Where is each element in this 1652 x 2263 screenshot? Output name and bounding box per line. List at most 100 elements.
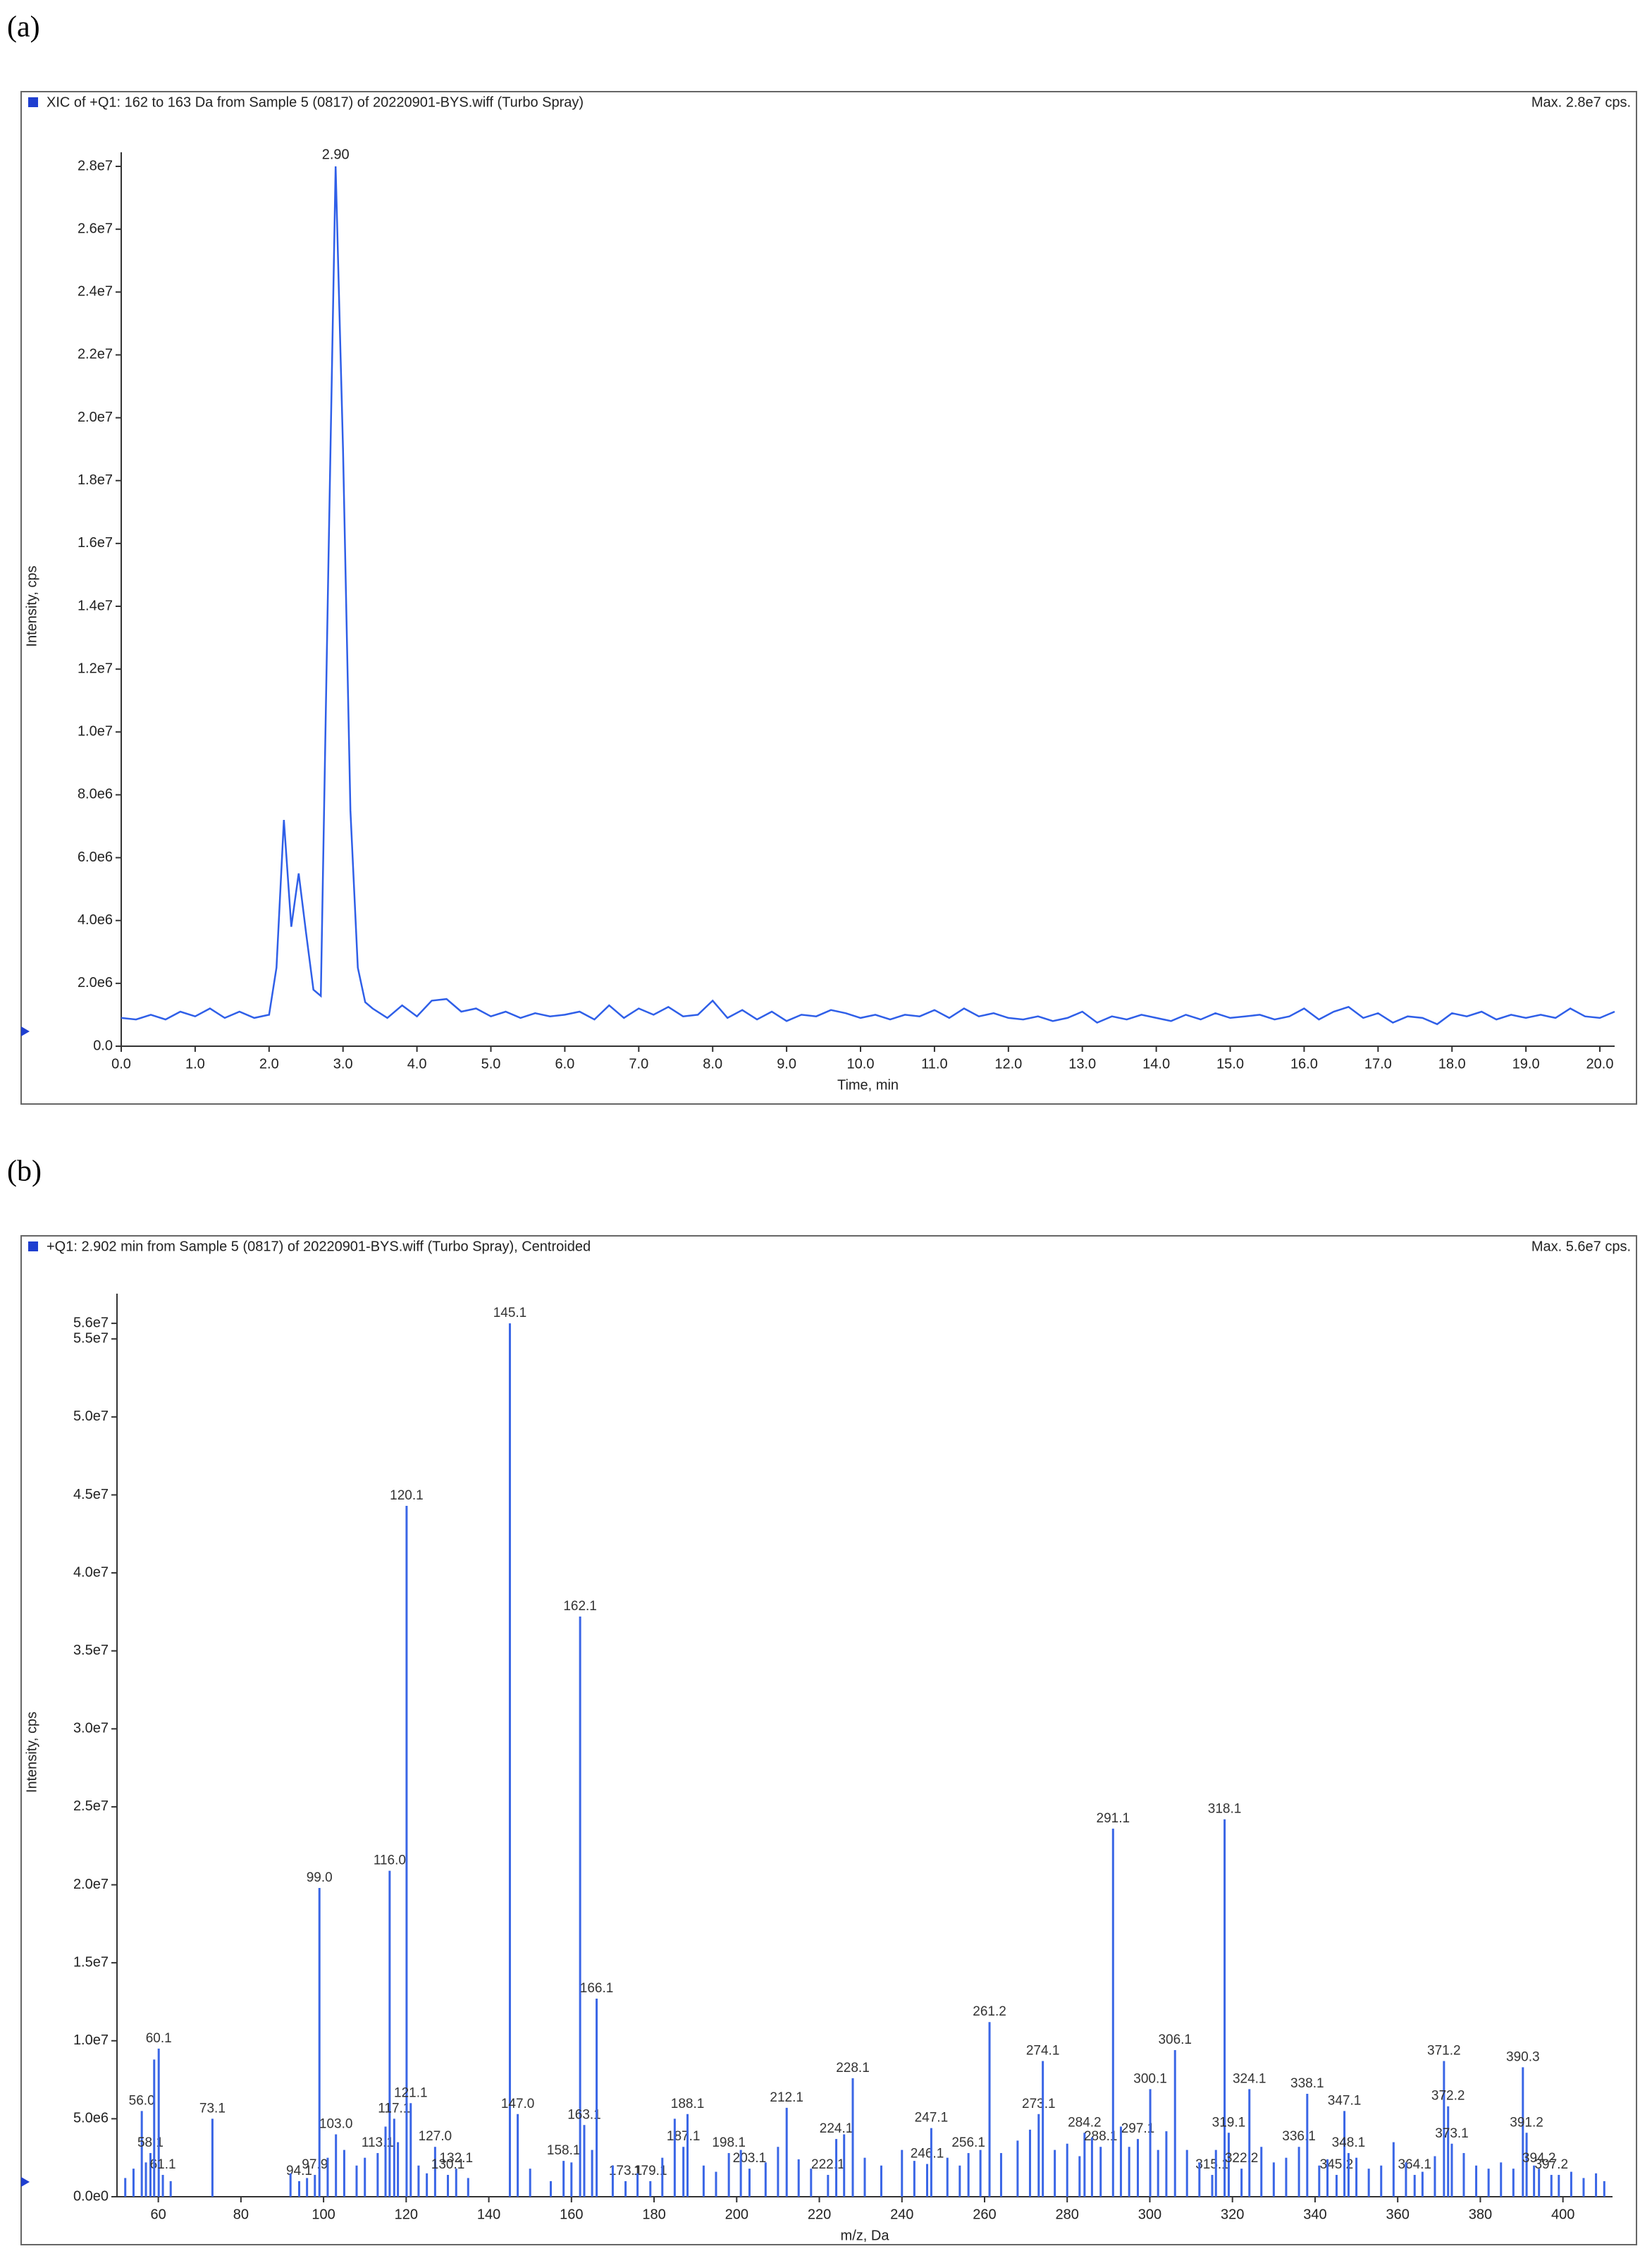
y-tick-label: 1.6e7: [78, 535, 113, 551]
peak-label: 94.1: [286, 2164, 312, 2178]
y-tick-label: 0.0: [93, 1038, 113, 1053]
x-tick-label: 80: [233, 2207, 249, 2222]
y-tick-label: 1.0e7: [73, 2032, 109, 2048]
x-tick-label: 0.0: [111, 1056, 131, 1072]
peak-label: 348.1: [1332, 2135, 1366, 2150]
peak-label: 145.1: [493, 1306, 527, 1320]
panel-label: (a): [7, 11, 40, 44]
y-tick-label: 5.6e7: [73, 1315, 109, 1330]
x-tick-label: 5.0: [481, 1056, 501, 1072]
y-tick-label: 3.5e7: [73, 1643, 109, 1658]
x-tick-label: 280: [1056, 2207, 1079, 2222]
x-tick-label: 360: [1386, 2207, 1409, 2222]
peak-label: 390.3: [1506, 2049, 1540, 2064]
peak-label: 394.2: [1522, 2151, 1556, 2166]
x-tick-label: 120: [395, 2207, 418, 2222]
peak-label: 284.2: [1068, 2115, 1102, 2130]
x-tick-label: 1.0: [185, 1056, 205, 1072]
axis-marker: [21, 1026, 30, 1036]
y-tick-label: 5.0e7: [73, 1409, 109, 1424]
x-tick-label: 340: [1303, 2207, 1326, 2222]
peak-label: 117.1: [378, 2101, 410, 2116]
peak-label: 97.9: [302, 2157, 328, 2172]
peak-label: 212.1: [770, 2090, 803, 2105]
peak-label: 291.1: [1097, 1811, 1130, 1826]
peak-label: 315.1: [1195, 2157, 1229, 2172]
peak-label: 116.0: [374, 1853, 406, 1868]
peak-label: 132.1: [439, 2151, 473, 2166]
y-tick-label: 3.0e7: [73, 1721, 109, 1736]
legend-icon: [28, 1241, 38, 1251]
peak-label: 120.1: [390, 1488, 424, 1503]
y-tick-label: 4.0e7: [73, 1564, 109, 1580]
y-tick-label: 1.4e7: [78, 598, 113, 613]
x-tick-label: 320: [1221, 2207, 1244, 2222]
y-tick-label: 2.4e7: [78, 284, 113, 300]
peak-label: 187.1: [667, 2129, 701, 2144]
peak-label: 127.0: [419, 2129, 452, 2144]
y-tick-label: 1.0e7: [78, 724, 113, 740]
peak-label: 61.1: [150, 2157, 176, 2172]
x-tick-label: 140: [477, 2207, 500, 2222]
x-tick-label: 3.0: [333, 1056, 353, 1072]
peak-label: 273.1: [1022, 2097, 1056, 2111]
x-tick-label: 300: [1138, 2207, 1161, 2222]
peak-label: 121.1: [394, 2085, 428, 2100]
x-tick-label: 13.0: [1068, 1056, 1096, 1072]
peak-label: 397.2: [1534, 2157, 1568, 2172]
peak-label: 173.1: [609, 2164, 643, 2178]
y-tick-label: 6.0e6: [78, 850, 113, 865]
peak-label: 58.1: [137, 2135, 164, 2150]
x-tick-label: 60: [150, 2207, 166, 2222]
x-tick-label: 8.0: [703, 1056, 722, 1072]
y-tick-label: 2.5e7: [73, 1798, 109, 1814]
x-axis-label: Time, min: [837, 1077, 899, 1093]
x-tick-label: 16.0: [1290, 1056, 1318, 1072]
x-tick-label: 17.0: [1364, 1056, 1392, 1072]
x-tick-label: 9.0: [777, 1056, 796, 1072]
x-tick-label: 380: [1469, 2207, 1492, 2222]
x-tick-label: 200: [725, 2207, 748, 2222]
y-tick-label: 1.8e7: [78, 472, 113, 488]
peak-label: 256.1: [951, 2135, 985, 2150]
x-tick-label: 19.0: [1512, 1056, 1540, 1072]
chart-frame: [20, 91, 1637, 1105]
x-tick-label: 2.0: [259, 1056, 279, 1072]
y-tick-label: 4.5e7: [73, 1487, 109, 1502]
legend-icon: [28, 97, 38, 107]
axis-marker: [21, 2177, 30, 2187]
peak-label: 2.90: [322, 147, 350, 162]
y-tick-label: 2.8e7: [78, 158, 113, 173]
peak-label: 60.1: [146, 2031, 172, 2046]
x-tick-label: 180: [642, 2207, 665, 2222]
x-tick-label: 14.0: [1142, 1056, 1170, 1072]
peak-label: 261.2: [973, 2004, 1006, 2019]
y-axis-label: Intensity, cps: [24, 1712, 39, 1793]
peak-label: 224.1: [820, 2121, 853, 2136]
x-tick-label: 100: [312, 2207, 335, 2222]
peak-label: 324.1: [1233, 2071, 1266, 2086]
peak-label: 364.1: [1398, 2157, 1431, 2172]
peak-label: 179.1: [634, 2164, 667, 2178]
peak-label: 103.0: [319, 2117, 353, 2132]
x-tick-label: 160: [560, 2207, 583, 2222]
data-line: [121, 166, 1615, 1026]
x-tick-label: 260: [973, 2207, 996, 2222]
peak-label: 274.1: [1026, 2044, 1060, 2059]
y-axis-label: Intensity, cps: [24, 565, 39, 646]
x-tick-label: 15.0: [1216, 1056, 1244, 1072]
peak-label: 373.1: [1435, 2126, 1469, 2141]
x-tick-label: 7.0: [629, 1056, 648, 1072]
peak-label: 300.1: [1133, 2071, 1167, 2086]
chart-title: XIC of +Q1: 162 to 163 Da from Sample 5 …: [47, 94, 584, 110]
peak-label: 130.1: [431, 2157, 465, 2172]
x-tick-label: 18.0: [1438, 1056, 1466, 1072]
chart-title: +Q1: 2.902 min from Sample 5 (0817) of 2…: [47, 1239, 591, 1254]
peak-label: 372.2: [1431, 2089, 1465, 2104]
peak-label: 319.1: [1212, 2115, 1246, 2130]
peak-label: 163.1: [567, 2107, 601, 2122]
peak-label: 198.1: [712, 2135, 746, 2150]
y-tick-label: 2.0e7: [73, 1877, 109, 1892]
